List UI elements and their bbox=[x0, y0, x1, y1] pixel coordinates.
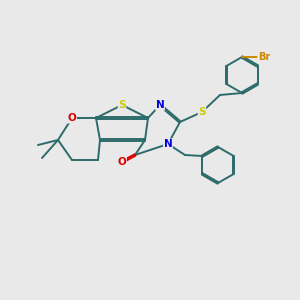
Text: O: O bbox=[68, 113, 76, 123]
Text: Br: Br bbox=[258, 52, 270, 62]
Text: N: N bbox=[156, 100, 164, 110]
Text: S: S bbox=[198, 107, 206, 117]
Text: S: S bbox=[118, 100, 126, 110]
Text: O: O bbox=[118, 157, 126, 167]
Text: N: N bbox=[164, 139, 172, 149]
